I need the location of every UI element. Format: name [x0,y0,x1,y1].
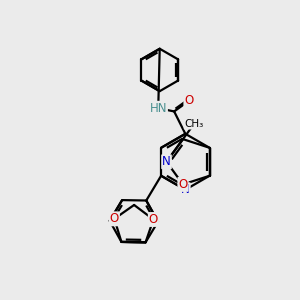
Text: CH₃: CH₃ [184,119,204,129]
Text: O: O [149,213,158,226]
Text: N: N [181,183,190,196]
Text: HN: HN [149,102,167,115]
Text: O: O [184,94,194,107]
Text: O: O [110,212,119,225]
Text: N: N [162,155,171,168]
Text: O: O [178,178,188,191]
